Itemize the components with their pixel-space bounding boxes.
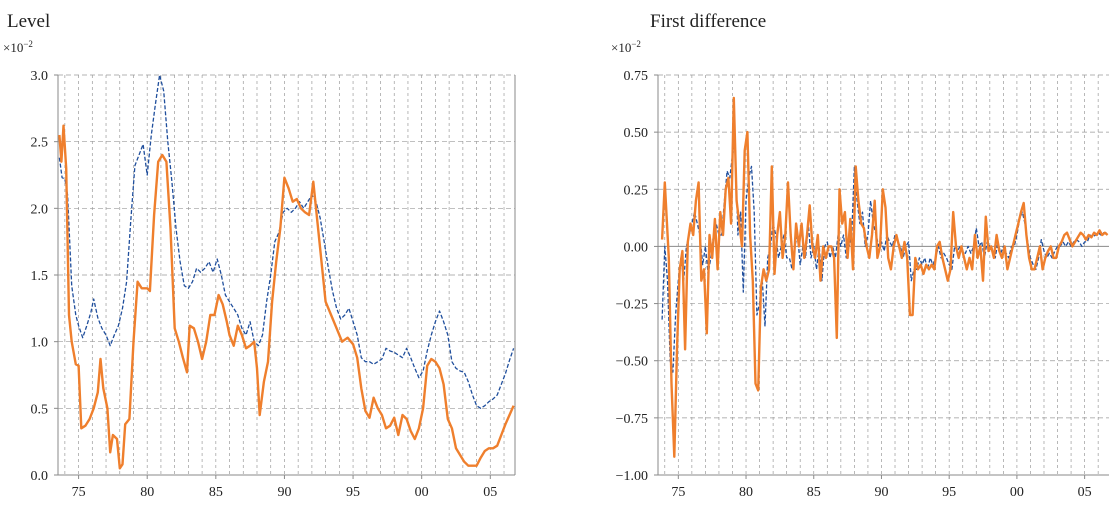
chart2-x-tick-label: 00 <box>1010 485 1024 500</box>
chart1-y-tick-label: 0.5 <box>31 402 49 417</box>
chart1-x-tick-label: 85 <box>209 485 223 500</box>
chart2-x-tick-label: 05 <box>1078 485 1092 500</box>
chart1-x-tick-label: 00 <box>415 485 429 500</box>
chart2-y-tick-label: 0.75 <box>624 69 649 84</box>
chart1-series-solid-0 <box>58 124 515 470</box>
chart1-y-tick-label: 0.0 <box>31 469 49 484</box>
chart1-multiplier: ×10−2 <box>3 39 33 55</box>
chart2-x-tick-label: 75 <box>671 485 685 500</box>
chart2-multiplier-base: ×10 <box>611 40 631 55</box>
chart1-panel: Level ×10−2 0.0 0.5 1.0 1.5 2.0 2.5 3.0 75 80 85 90 9… <box>3 11 516 500</box>
chart1-x-tick-label: 75 <box>72 485 86 500</box>
chart2-x-tick-label: 95 <box>942 485 956 500</box>
chart2-x-tick-label: 90 <box>874 485 888 500</box>
chart2-y-tick-label: 0.25 <box>624 183 649 198</box>
chart1-y-tick-label: 1.5 <box>31 269 49 284</box>
chart2-y-tick-label: 0.50 <box>624 126 649 141</box>
chart1-y-tick-label: 3.0 <box>31 69 49 84</box>
chart1-x-tick-label: 95 <box>346 485 360 500</box>
chart1-multiplier-exponent: −2 <box>23 39 33 49</box>
chart1-x-tick-label: 90 <box>277 485 291 500</box>
chart2-panel: First difference ×10−2 −1.00 −0.75 −0.50 −0.2… <box>611 11 1109 500</box>
chart1-title: Level <box>7 11 50 32</box>
chart2-series-solid-0 <box>660 96 1109 458</box>
chart2-y-tick-label: −1.00 <box>616 469 648 484</box>
chart1-y-tick-label: 2.5 <box>31 136 49 151</box>
chart2-multiplier: ×10−2 <box>611 39 641 55</box>
chart1-series-dashed-1 <box>58 74 515 409</box>
chart1-y-tick-label: 1.0 <box>31 336 49 351</box>
chart1-x-tick-label: 05 <box>483 485 497 500</box>
chart2-title: First difference <box>650 11 766 32</box>
chart2-y-tick-label: −0.75 <box>616 412 648 427</box>
chart1-multiplier-base: ×10 <box>3 40 23 55</box>
chart2-x-tick-label: 80 <box>739 485 753 500</box>
chart1-y-tick-label: 2.0 <box>31 202 49 217</box>
chart1-x-tick-label: 80 <box>140 485 154 500</box>
chart2-x-tick-label: 85 <box>807 485 821 500</box>
chart2-y-tick-label: −0.50 <box>616 355 648 370</box>
chart2-y-tick-label: −0.25 <box>616 298 648 313</box>
chart2-y-tick-label: 0.00 <box>624 240 649 255</box>
chart2-multiplier-exponent: −2 <box>631 39 641 49</box>
